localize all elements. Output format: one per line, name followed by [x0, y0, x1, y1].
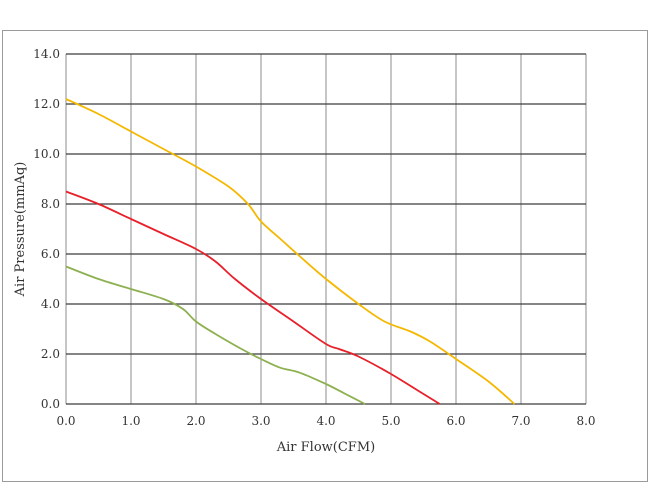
x-tick-label: 8.0 [576, 414, 595, 428]
y-tick-label: 10.0 [33, 147, 60, 161]
x-tick-label: 2.0 [186, 414, 205, 428]
x-tick-label: 7.0 [511, 414, 530, 428]
grid [65, 53, 587, 405]
y-tick-label: 14.0 [33, 47, 60, 61]
y-axis-label: Air Pressure(mmAq) [13, 162, 28, 298]
tick-labels: 0.0 1.0 2.0 3.0 4.0 5.0 6.0 7.0 8.0 0.0 2.0 4.0 6.0 8… [33, 47, 595, 428]
chart-frame [2, 30, 648, 482]
series-line-2 [65, 190, 441, 405]
y-tick-label: 12.0 [33, 97, 60, 111]
y-tick-label: 0.0 [41, 397, 60, 411]
x-tick-label: 6.0 [446, 414, 465, 428]
x-axis-label: Air Flow(CFM) [276, 440, 375, 455]
y-tick-label: 4.0 [41, 297, 60, 311]
series-lines [65, 98, 516, 405]
y-tick-label: 6.0 [41, 247, 60, 261]
x-tick-label: 0.0 [56, 414, 75, 428]
y-tick-label: 8.0 [41, 197, 60, 211]
x-tick-label: 1.0 [121, 414, 140, 428]
x-tick-label: 3.0 [251, 414, 270, 428]
series-line-3 [65, 265, 366, 405]
x-tick-label: 4.0 [316, 414, 335, 428]
y-tick-label: 2.0 [41, 347, 60, 361]
series-line-1 [65, 98, 516, 405]
x-tick-label: 5.0 [381, 414, 400, 428]
